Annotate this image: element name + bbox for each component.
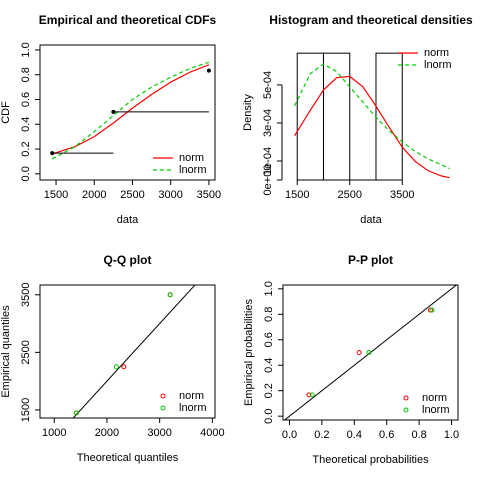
point [429, 307, 435, 313]
y-tick-label: 0.4 [263, 358, 275, 373]
y-tick-label: 0.8 [20, 67, 32, 82]
panel: Empirical and theoretical CDFs data CDF 150… [0, 13, 221, 226]
panel-title: P-P plot [348, 253, 393, 267]
y-tick-label: 0.4 [20, 117, 32, 132]
x-tick-label: 2000 [95, 427, 119, 439]
y-axis-label: Density [242, 94, 254, 131]
y-tick-label: 0.2 [20, 141, 32, 156]
y-tick-label: 0.0 [263, 409, 275, 424]
point [356, 350, 362, 355]
x-axis-label: data [117, 214, 139, 226]
legend-symbol [160, 393, 166, 399]
point [309, 392, 315, 398]
legend-label: norm [179, 152, 204, 164]
point [366, 350, 372, 355]
reference-line [72, 285, 196, 418]
x-tick-label: 3000 [158, 189, 182, 201]
y-tick-label: 1.0 [263, 281, 275, 296]
y-tick-label: 0.8 [263, 307, 275, 322]
y-tick-label: 3500 [20, 283, 32, 307]
x-tick-label: 4000 [200, 427, 224, 439]
legend-symbol [403, 395, 409, 401]
histogram-bar [296, 52, 324, 180]
x-tick-label: 2000 [82, 189, 106, 201]
point [427, 307, 433, 313]
legend-label: norm [422, 392, 447, 404]
legend-label: lnorm [424, 59, 452, 71]
legend-label: norm [424, 47, 449, 59]
panel-title: Empirical and theoretical CDFs [39, 13, 217, 27]
y-tick-label: 1500 [20, 398, 32, 422]
legend-label: lnorm [179, 402, 207, 414]
x-axis-label: data [360, 214, 382, 226]
y-tick-label: 5e-04 [262, 71, 274, 99]
panel-title: Histogram and theoretical densities [269, 13, 473, 27]
point [113, 364, 119, 370]
x-tick-label: 1.0 [444, 429, 459, 441]
legend-label: norm [179, 390, 204, 402]
panel: Q-Q plot Theoretical quantiles Empirical q… [0, 253, 225, 464]
plot-area [294, 52, 450, 180]
x-tick-label: 3500 [390, 189, 414, 201]
y-axis-label: Empirical probabilities [243, 299, 255, 406]
point [306, 392, 312, 398]
x-tick-label: 3500 [197, 189, 221, 201]
y-tick-label: 1e-04 [262, 147, 274, 175]
ecdf-point [111, 109, 116, 114]
x-axis-label: Theoretical quantiles [77, 452, 179, 464]
ecdf-point [50, 151, 55, 156]
y-tick-label: 1.0 [20, 42, 32, 57]
y-axis-label: CDF [0, 101, 12, 124]
point [121, 364, 127, 370]
y-tick-label: 0e+00 [262, 165, 274, 196]
x-tick-label: 1500 [44, 189, 68, 201]
x-tick-label: 2500 [337, 189, 361, 201]
density-curve [51, 61, 210, 160]
x-tick-label: 1000 [42, 427, 66, 439]
plot-area [72, 285, 196, 418]
x-tick-label: 2500 [120, 189, 144, 201]
density-curve [52, 64, 210, 155]
panel-title: Q-Q plot [104, 253, 152, 267]
x-tick-label: 0.8 [411, 429, 426, 441]
legend-label: lnorm [179, 164, 207, 176]
x-tick-label: 3000 [147, 427, 171, 439]
density-curve [294, 75, 450, 179]
histogram-bar [322, 52, 351, 180]
legend-symbol [403, 407, 409, 413]
point [167, 292, 173, 298]
y-tick-label: 0.6 [20, 92, 32, 107]
x-tick-label: 0.6 [379, 429, 394, 441]
x-axis-label: Theoretical probabilities [312, 454, 429, 466]
panel: P-P plot Theoretical probabilities Empiric… [243, 253, 459, 466]
x-tick-label: 0.4 [347, 429, 362, 441]
x-tick-label: 0.2 [314, 429, 329, 441]
y-tick-label: 0.0 [20, 166, 32, 181]
histogram-bar [375, 52, 403, 180]
x-tick-label: 1500 [285, 189, 309, 201]
x-tick-label: 0.0 [282, 429, 297, 441]
plot-area [283, 285, 458, 420]
legend-symbol [160, 405, 166, 411]
y-tick-label: 2500 [20, 340, 32, 364]
ecdf-point [206, 68, 211, 73]
y-tick-label: 0.2 [263, 383, 275, 398]
legend-label: lnorm [422, 404, 450, 416]
y-tick-label: 3e-04 [262, 109, 274, 137]
panel: Histogram and theoretical densities data D… [242, 13, 473, 226]
point [73, 410, 79, 416]
density-curve [294, 63, 450, 170]
y-axis-label: Empirical quantiles [0, 305, 12, 398]
plot-area [50, 61, 211, 160]
y-tick-label: 0.6 [263, 332, 275, 347]
